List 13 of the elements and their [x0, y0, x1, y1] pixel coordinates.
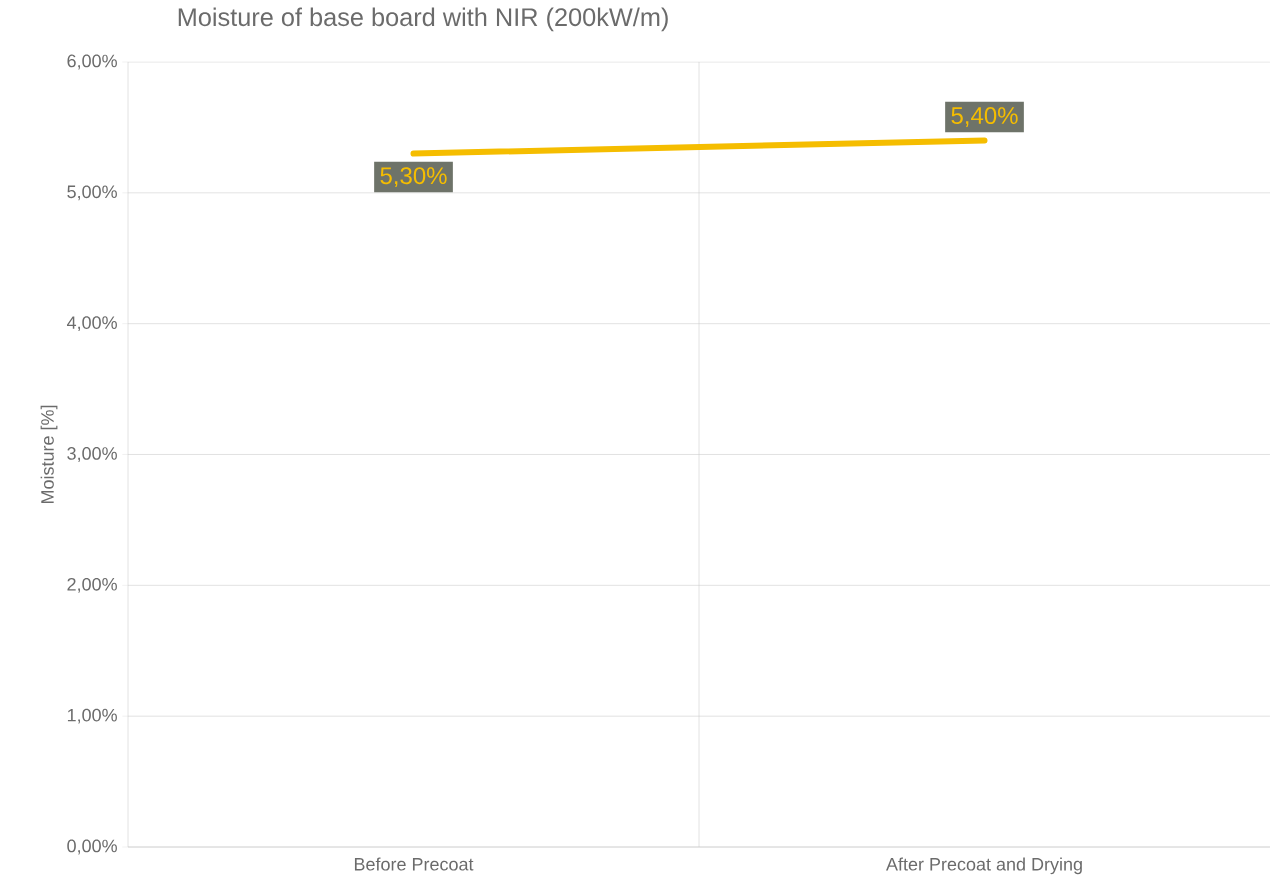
data-label: 5,40% [951, 107, 1018, 127]
y-axis-title: Moisture [%] [40, 405, 58, 504]
y-tick-label: 6,00% [67, 54, 117, 70]
y-tick-label: 2,00% [67, 577, 117, 593]
y-tick-label: 5,00% [67, 185, 117, 201]
y-tick-label: 1,00% [67, 708, 117, 724]
data-label: 5,30% [380, 167, 447, 188]
y-tick-label: 4,00% [66, 316, 117, 332]
x-tick-label: Before Precoat [354, 857, 474, 871]
y-tick-label: 3,00% [67, 447, 117, 462]
x-tick-label: After Precoat and Drying [886, 857, 1082, 875]
chart-title: Moisture of base board with NIR (200kW/m) [178, 7, 668, 32]
y-tick-label: 0,00% [67, 839, 117, 855]
